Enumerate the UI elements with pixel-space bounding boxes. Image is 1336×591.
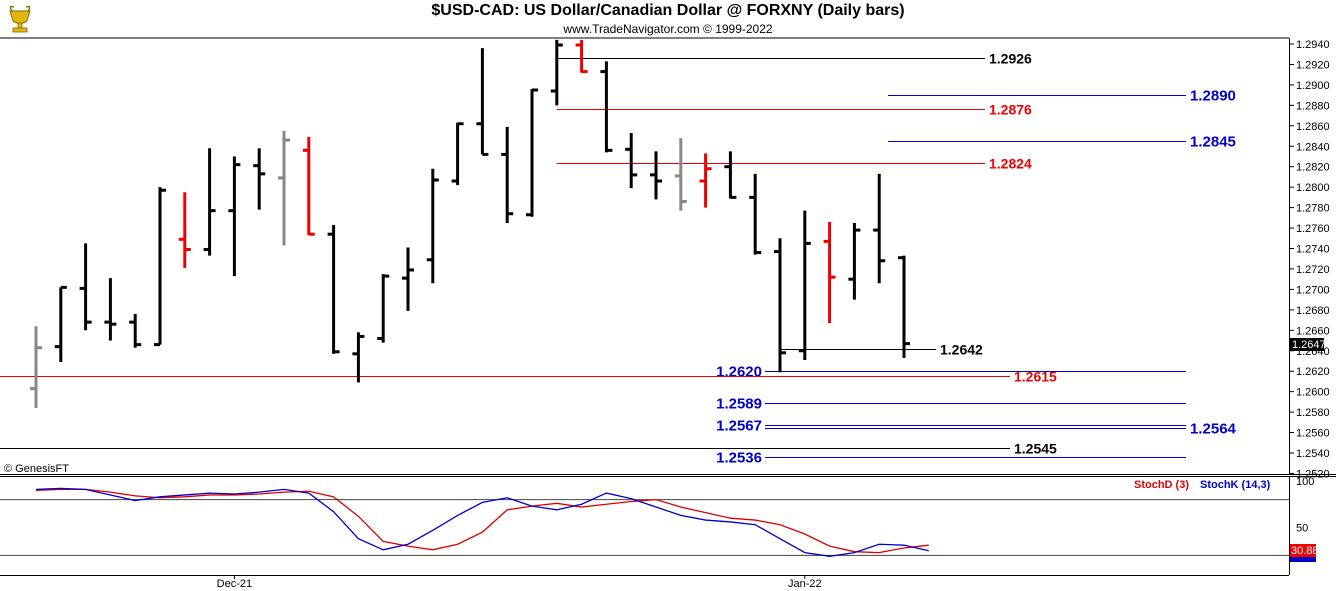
price-tick-label: 1.2760: [1296, 223, 1330, 235]
price-bar: [848, 222, 861, 300]
legend-stochd: StochD (3): [1134, 479, 1189, 491]
price-tick-label: 1.2600: [1296, 387, 1330, 399]
price-bar: [54, 285, 67, 362]
osc-tick-label: 50: [1296, 523, 1308, 535]
price-bar: [774, 238, 786, 373]
price-tick-label: 1.2860: [1296, 121, 1330, 133]
price-bar: [476, 48, 489, 156]
price-bar: [302, 137, 315, 236]
price-tick-label: 1.2660: [1296, 325, 1330, 337]
price-levels: 1.2926 1.2890 1.2876 1.2845 1.2824 1.2642 1.26…: [0, 51, 1237, 467]
price-axis: 1.2940 1.2920 1.2900 1.2880 1.2860 1.2840 1.28…: [1289, 39, 1330, 480]
price-bar: [550, 39, 563, 106]
price-bar: [501, 126, 514, 223]
price-bar: [129, 313, 142, 348]
price-bar: [451, 122, 464, 186]
price-bar: [699, 153, 712, 208]
price-tick-label: 1.2740: [1296, 244, 1330, 256]
price-tick-label: 1.2940: [1296, 39, 1330, 51]
oscillator-axis: 100 50: [0, 476, 1314, 556]
oscillator-last-label: 30.88: [1291, 545, 1319, 557]
date-axis: Dec-21 Jan-22: [217, 575, 822, 590]
price-tick-label: 1.2820: [1296, 162, 1330, 174]
level-label: 1.2545: [1014, 441, 1057, 457]
price-tick-label: 1.2800: [1296, 182, 1330, 194]
date-tick-label: Dec-21: [217, 578, 252, 590]
level-label: 1.2620: [716, 364, 762, 381]
price-tick-label: 1.2540: [1296, 448, 1330, 460]
price-tick-label: 1.2900: [1296, 80, 1330, 92]
level-label: 1.2845: [1190, 134, 1236, 151]
chart-subtitle: www.TradeNavigator.com © 1999-2022: [563, 22, 773, 36]
level-label: 1.2536: [716, 450, 762, 467]
price-bar: [154, 187, 166, 347]
price-bar: [30, 326, 42, 409]
price-bar: [352, 332, 365, 383]
price-bar: [873, 173, 886, 284]
price-bar: [749, 173, 762, 255]
chart-title: $USD-CAD: US Dollar/Canadian Dollar @ FO…: [431, 2, 905, 19]
price-bar: [178, 192, 191, 268]
bull-trophy-icon: [9, 5, 31, 33]
price-tick-label: 1.2920: [1296, 59, 1330, 71]
level-label: 1.2567: [716, 418, 762, 435]
price-bar: [674, 138, 687, 211]
price-tick-label: 1.2780: [1296, 203, 1330, 215]
price-bar: [575, 39, 588, 74]
price-tick-label: 1.2880: [1296, 100, 1330, 112]
level-label: 1.2824: [989, 156, 1032, 172]
price-bar: [253, 148, 266, 210]
copyright-label: © GenesisFT: [4, 463, 69, 475]
series-line: [35, 488, 929, 554]
price-tick-label: 1.2680: [1296, 305, 1330, 317]
price-bar: [377, 274, 390, 343]
last-price-marker: 1.2647: [1290, 338, 1326, 351]
price-tick-label: 1.2840: [1296, 141, 1330, 153]
price-tick-label: 1.2620: [1296, 366, 1330, 378]
price-bar: [798, 210, 811, 360]
price-bar: [228, 156, 241, 277]
price-bar: [79, 243, 92, 331]
price-bar: [600, 61, 613, 153]
price-bar: [278, 130, 290, 246]
price-bar: [650, 151, 662, 200]
price-bars: [30, 39, 910, 409]
price-bar: [526, 88, 538, 217]
price-bar: [426, 168, 439, 284]
oscillator-last-value: 30.88: [1290, 544, 1319, 562]
price-tick-label: 1.2520: [1296, 468, 1330, 480]
price-bar: [625, 132, 638, 189]
price-tick-label: 1.2560: [1296, 428, 1330, 440]
level-label: 1.2876: [989, 102, 1032, 118]
price-bar: [724, 151, 737, 199]
level-label: 1.2926: [989, 51, 1032, 67]
price-tick-label: 1.2580: [1296, 407, 1330, 419]
price-tick-label: 1.2700: [1296, 284, 1330, 296]
level-label: 1.2615: [1014, 369, 1057, 385]
price-bar: [203, 148, 216, 256]
price-bar: [104, 278, 117, 341]
level-label: 1.2642: [940, 342, 983, 358]
date-tick-label: Jan-22: [788, 578, 822, 590]
oscillator-lines: [35, 487, 929, 557]
price-tick-label: 1.2720: [1296, 264, 1330, 276]
price-bar: [823, 221, 836, 324]
level-label: 1.2589: [716, 396, 762, 413]
price-bar: [402, 247, 414, 311]
level-label: 1.2890: [1190, 88, 1236, 105]
legend-stochk: StochK (14,3): [1200, 479, 1271, 491]
level-label: 1.2564: [1190, 421, 1237, 438]
price-bar: [327, 224, 340, 354]
osc-tick-label: 100: [1296, 476, 1314, 488]
series-line: [35, 487, 929, 557]
price-bar: [898, 255, 910, 358]
last-price-label: 1.2647: [1292, 339, 1326, 351]
